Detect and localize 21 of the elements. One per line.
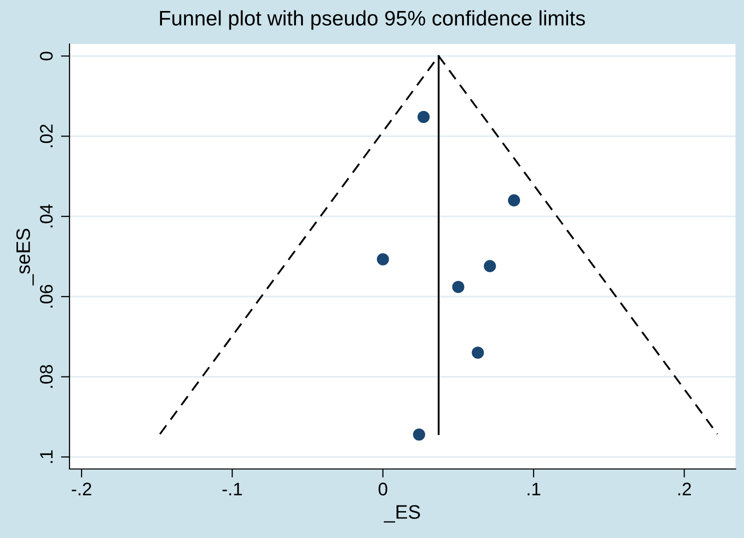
y-axis-title: _seES [16, 228, 34, 286]
point [484, 260, 496, 272]
chart-title: Funnel plot with pseudo 95% confidence limits [160, 10, 585, 30]
point [413, 428, 426, 441]
y-tick-label: 0 [40, 52, 53, 60]
point [452, 280, 464, 294]
y-tick-label: .08 [40, 365, 53, 388]
point [508, 194, 520, 206]
point [376, 253, 389, 266]
x-tick-label: -.1 [222, 482, 242, 496]
y-tick-label: .02 [40, 124, 53, 148]
point [472, 346, 484, 359]
point [418, 110, 430, 124]
x-tick-label: 0 [378, 482, 388, 496]
x-axis-title: _ES [384, 505, 420, 523]
y-tick-label: .06 [40, 284, 53, 308]
x-tick-label: .1 [528, 482, 540, 496]
y-tick-label: .04 [40, 204, 53, 228]
y-tick-label: .1 [40, 450, 53, 463]
x-tick-label: -.2 [72, 482, 92, 496]
x-tick-label: .2 [678, 482, 691, 496]
